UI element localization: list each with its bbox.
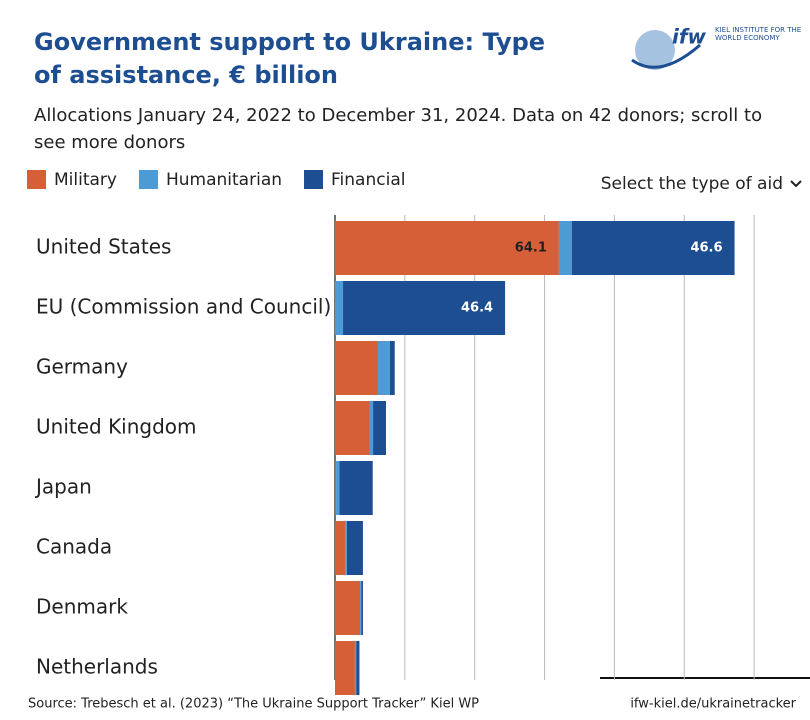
bar-segment <box>369 401 374 455</box>
legend-label: Military <box>54 170 117 190</box>
y-tick-label: Japan <box>34 475 92 499</box>
bar-segment <box>345 521 347 575</box>
source: Source: Trebesch et al. (2023) “The Ukra… <box>28 697 479 712</box>
logo-globe <box>635 30 675 70</box>
bar-segment <box>360 581 362 635</box>
logo-swoosh <box>631 43 701 69</box>
bar-segment <box>335 461 337 515</box>
bar-segment <box>558 221 572 275</box>
bar-segment <box>377 341 390 395</box>
bar-segment <box>361 581 363 635</box>
dropdown-label[interactable]: Select the type of aid <box>601 174 783 194</box>
legend-swatch <box>304 170 324 189</box>
logo-box: KIEL INSTITUTE FOR THE WORLD ECONOMY <box>715 26 802 42</box>
chart-subtitle: Allocations January 24, 2022 to December… <box>34 105 763 153</box>
y-tick-label: Netherlands <box>36 655 158 679</box>
bar-segment <box>354 641 357 695</box>
y-tick-label: Denmark <box>36 595 128 619</box>
logo-mark: ifw <box>672 25 707 49</box>
chart-title: Government support to Ukraine: Type of a… <box>34 28 546 89</box>
legend-swatch <box>27 170 46 189</box>
value-label: 46.6 <box>690 241 722 256</box>
bar-segment <box>335 641 355 695</box>
bar-segment <box>356 641 360 695</box>
dropdown-chevron[interactable] <box>790 180 802 188</box>
bar-segment <box>343 281 506 335</box>
value-label: 46.4 <box>461 301 493 316</box>
value-label: 64.1 <box>515 241 547 256</box>
bar-segment <box>335 581 361 635</box>
bar-segment <box>336 461 340 515</box>
bar-segment <box>571 221 735 275</box>
bar-segment <box>339 461 373 515</box>
bar-segment <box>335 281 344 335</box>
logo-name: KIEL INSTITUTE FOR THE WORLD ECONOMY <box>715 26 802 42</box>
bar-segment <box>335 221 559 275</box>
source-link[interactable]: ifw-kiel.de/ukrainetracker <box>630 697 796 712</box>
legend-swatch <box>138 170 158 189</box>
legend-label: Humanitarian <box>166 170 282 190</box>
bar-segment <box>346 521 363 575</box>
bar-segment <box>335 401 370 455</box>
bar-segment <box>335 341 378 395</box>
logo: ifw KIEL INSTITUTE FOR THE WORLD ECONOMY <box>631 25 802 70</box>
y-tick-label: United States <box>36 235 171 259</box>
y-tick-label: Canada <box>36 535 112 559</box>
bar-segment <box>373 401 386 455</box>
legend-label: Financial <box>331 170 405 190</box>
y-tick-label: Germany <box>36 355 128 379</box>
dropdown[interactable]: Select the type of aid <box>601 174 802 194</box>
y-tick-label: EU (Commission and Council) <box>36 295 331 319</box>
y-tick-label: United Kingdom <box>36 415 197 439</box>
bar-segment <box>335 521 346 575</box>
bar-segment <box>389 341 395 395</box>
